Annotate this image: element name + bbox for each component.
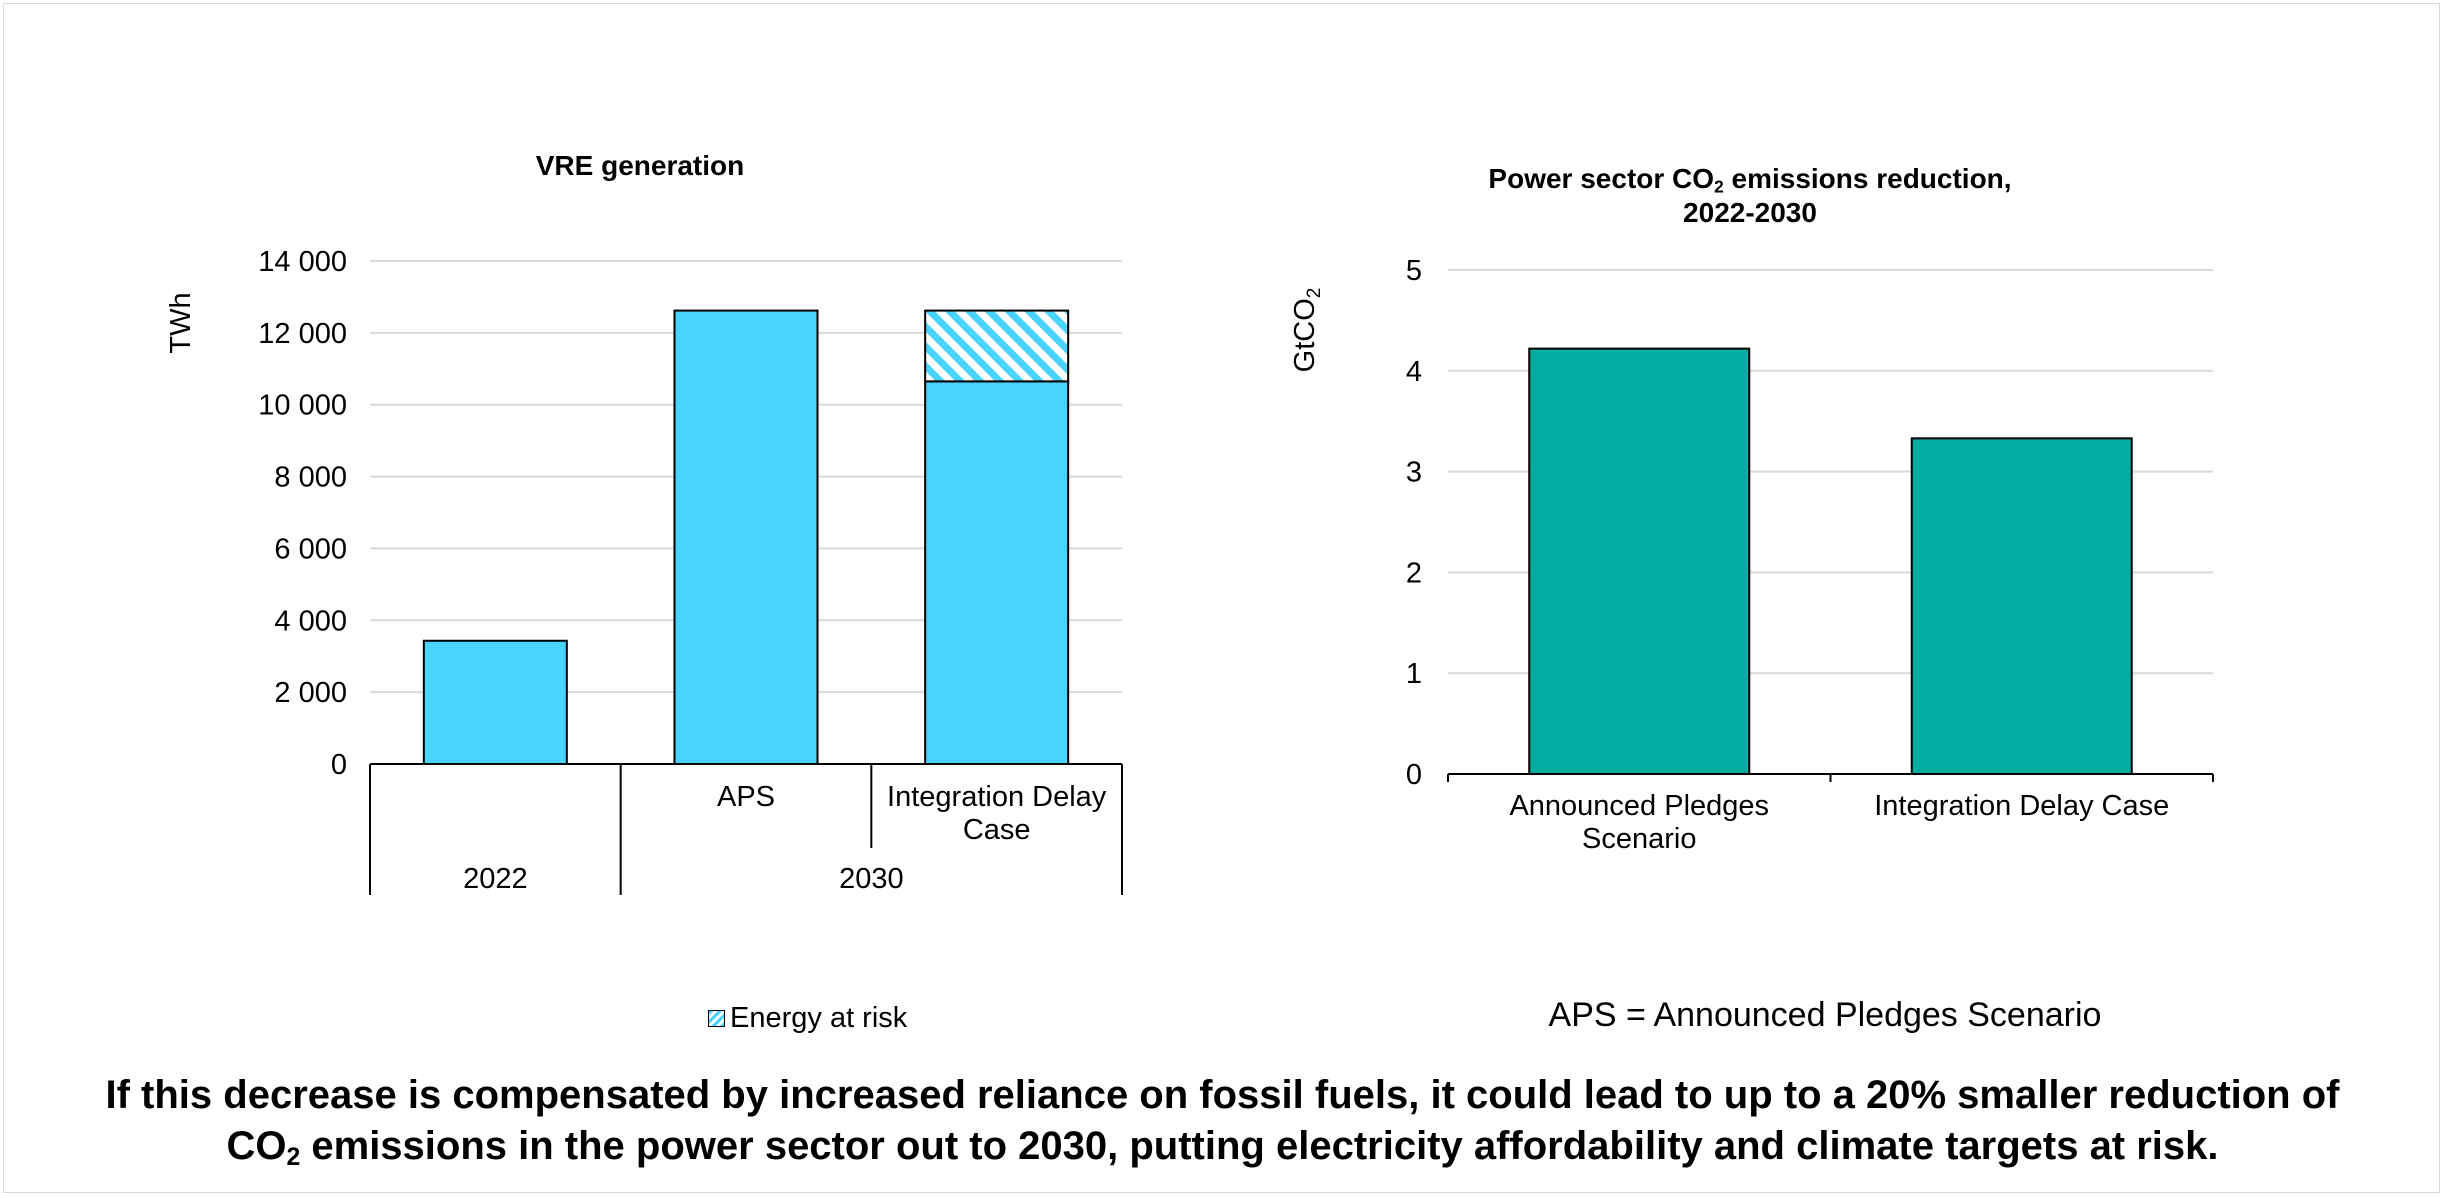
y-tick-label: 2 (1406, 557, 1422, 589)
legend-swatch-hatched (708, 1010, 725, 1027)
y-tick-label: 0 (1406, 759, 1422, 791)
legend: Energy at risk (708, 1002, 907, 1035)
y-tick-label: 5 (1406, 255, 1422, 287)
y-axis-label-sub: 2 (1304, 288, 1325, 299)
y-tick-label: 1 (1406, 658, 1422, 690)
y-axis-label: GtCO2 (1289, 288, 1325, 373)
caption-rest: emissions in the power sector out to 203… (300, 1124, 2219, 1168)
aps-note: APS = Announced Pledges Scenario (1548, 996, 2102, 1034)
caption-line-1: If this decrease is compensated by incre… (105, 1073, 2340, 1117)
vre-generation-chart: 0 2 000 4 000 6 000 8 000 10 000 12 000 14 000 T… (165, 246, 1123, 895)
vre-bar (924, 380, 1070, 765)
category-group-label: 2022 (463, 863, 528, 895)
energy-at-risk-bar (924, 309, 1070, 383)
y-tick-label: 14 000 (258, 246, 347, 278)
caption-line-2: CO2 emissions in the power sector out to… (0, 1121, 2445, 1172)
emissions-bar (1910, 437, 2133, 775)
y-tick-label: 3 (1406, 457, 1422, 489)
caption: If this decrease is compensated by incre… (0, 1070, 2445, 1172)
emissions-title-main: Power sector CO (1488, 163, 1715, 194)
y-axis-label: TWh (165, 292, 197, 353)
figure-frame (3, 3, 2440, 1193)
y-tick-label: 0 (331, 749, 347, 781)
category-label: Integration Delay (887, 781, 1107, 813)
category-group-label: 2030 (839, 863, 904, 895)
vre-chart-title: VRE generation (535, 150, 745, 181)
y-tick-label: 2 000 (274, 677, 347, 709)
legend-label: Energy at risk (730, 1002, 908, 1034)
category-label: Scenario (1582, 823, 1696, 855)
y-tick-label: 10 000 (258, 390, 347, 422)
category-label: Case (963, 814, 1031, 846)
y-tick-label: 4 000 (274, 605, 347, 637)
vre-bar (422, 639, 568, 766)
emissions-title-line2: 2022-2030 (1683, 197, 1817, 228)
emissions-bar (1528, 347, 1751, 775)
emissions-chart-title: Power sector CO2 emissions reduction, 20… (1400, 162, 2100, 230)
vre-bar (673, 309, 819, 765)
caption-co: CO (226, 1124, 287, 1168)
y-tick-label: 12 000 (258, 318, 347, 350)
category-label: APS (717, 781, 775, 813)
y-axis-label-main: GtCO (1289, 298, 1321, 372)
y-tick-label: 8 000 (274, 462, 347, 494)
category-label: Announced Pledges (1509, 790, 1769, 822)
y-tick-label: 6 000 (274, 533, 347, 565)
emissions-title-rest: emissions reduction, (1723, 163, 2012, 194)
emissions-title-sub: 2 (1714, 176, 1724, 197)
y-tick-label: 4 (1406, 356, 1422, 388)
caption-sub: 2 (286, 1144, 301, 1172)
category-label: Integration Delay Case (1874, 790, 2169, 822)
